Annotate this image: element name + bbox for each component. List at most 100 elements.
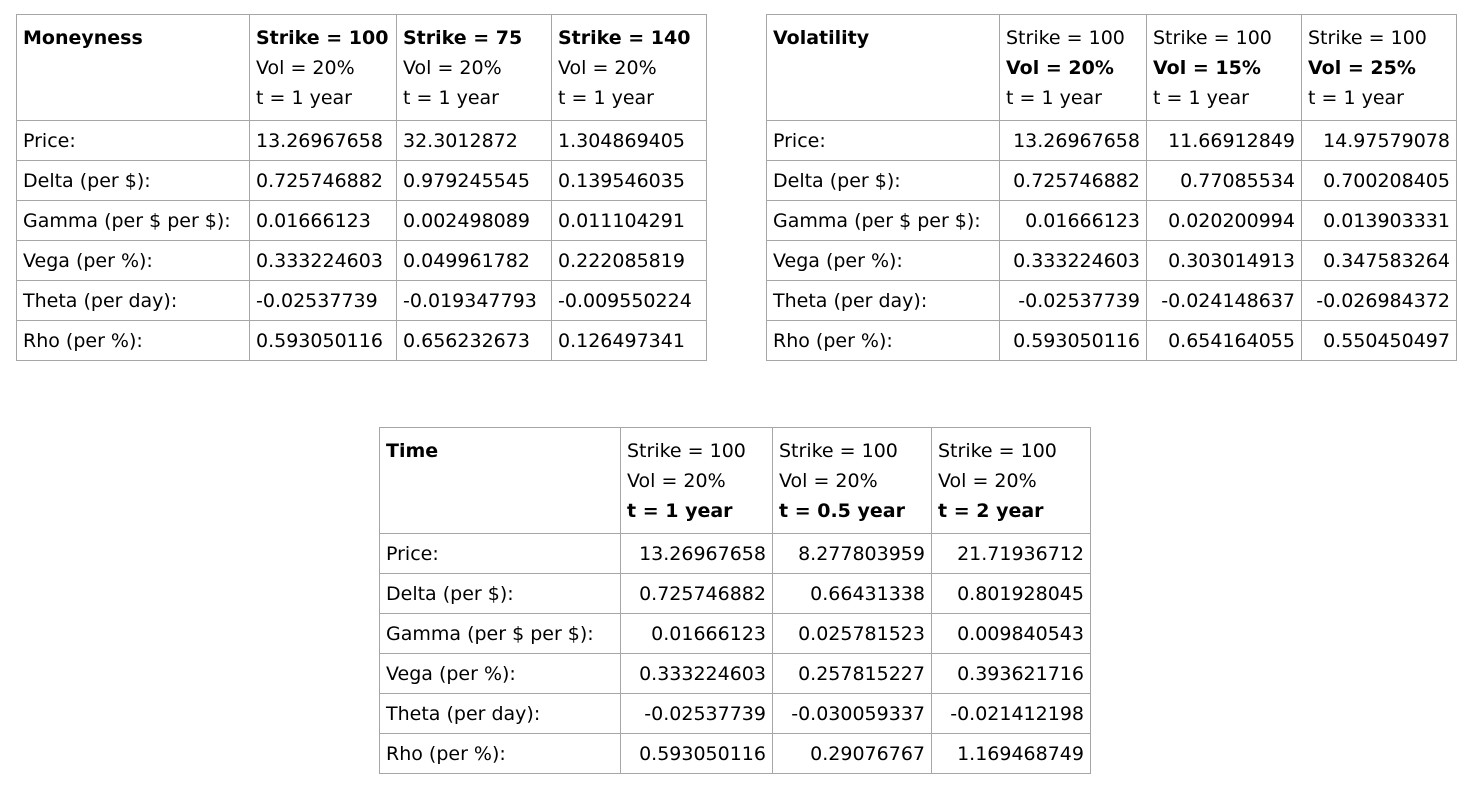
row-label: Rho (per %):	[766, 320, 1000, 361]
cell-value: 0.66431338	[772, 573, 932, 614]
moneyness-col-3: Strike = 140 Vol = 20% t = 1 year	[551, 14, 707, 121]
table-row: Vega (per %): 0.333224603 0.257815227 0.…	[379, 653, 1091, 694]
row-label: Rho (per %):	[379, 733, 621, 774]
cell-value: 1.169468749	[931, 733, 1091, 774]
volatility-col-3: Strike = 100 Vol = 25% t = 1 year	[1301, 14, 1457, 121]
time-header-row: Time Strike = 100 Vol = 20% t = 1 year Str…	[379, 427, 1091, 534]
table-row: Price: 13.26967658 8.277803959 21.719367…	[379, 533, 1091, 574]
cell-value: 32.3012872	[396, 120, 552, 161]
row-label: Price:	[766, 120, 1000, 161]
volatility-col-2: Strike = 100 Vol = 15% t = 1 year	[1146, 14, 1302, 121]
cell-value: 0.700208405	[1301, 160, 1457, 201]
cell-value: 0.257815227	[772, 653, 932, 694]
cell-value: 0.393621716	[931, 653, 1091, 694]
row-label: Gamma (per $ per $):	[766, 200, 1000, 241]
cell-value: 13.26967658	[620, 533, 773, 574]
time-col-1: Strike = 100 Vol = 20% t = 1 year	[620, 427, 773, 534]
row-label: Theta (per day):	[766, 280, 1000, 321]
cell-value: -0.021412198	[931, 693, 1091, 734]
row-label: Rho (per %):	[16, 320, 250, 361]
table-row: Gamma (per $ per $): 0.01666123 0.020200…	[766, 200, 1457, 241]
cell-value: 14.97579078	[1301, 120, 1457, 161]
row-label: Vega (per %):	[766, 240, 1000, 281]
time-table: Time Strike = 100 Vol = 20% t = 1 year Str…	[379, 427, 1091, 774]
moneyness-col-1: Strike = 100 Vol = 20% t = 1 year	[249, 14, 397, 121]
cell-value: 0.29076767	[772, 733, 932, 774]
cell-value: 0.593050116	[999, 320, 1147, 361]
row-label: Delta (per $):	[379, 573, 621, 614]
cell-value: 0.01666123	[620, 613, 773, 654]
table-row: Vega (per %): 0.333224603 0.303014913 0.…	[766, 240, 1457, 281]
table-row: Delta (per $): 0.725746882 0.66431338 0.…	[379, 573, 1091, 614]
cell-value: -0.019347793	[396, 280, 552, 321]
cell-value: 0.593050116	[620, 733, 773, 774]
row-label: Delta (per $):	[766, 160, 1000, 201]
cell-value: -0.030059337	[772, 693, 932, 734]
cell-value: -0.024148637	[1146, 280, 1302, 321]
cell-value: -0.02537739	[620, 693, 773, 734]
table-row: Theta (per day): -0.02537739 -0.01934779…	[16, 280, 707, 321]
cell-value: 0.347583264	[1301, 240, 1457, 281]
cell-value: 0.013903331	[1301, 200, 1457, 241]
time-col-3: Strike = 100 Vol = 20% t = 2 year	[931, 427, 1091, 534]
row-label: Vega (per %):	[379, 653, 621, 694]
cell-value: -0.02537739	[249, 280, 397, 321]
cell-value: 0.009840543	[931, 613, 1091, 654]
cell-value: 13.26967658	[999, 120, 1147, 161]
cell-value: 0.333224603	[620, 653, 773, 694]
cell-value: 8.277803959	[772, 533, 932, 574]
cell-value: 0.550450497	[1301, 320, 1457, 361]
cell-value: 0.303014913	[1146, 240, 1302, 281]
table-row: Price: 13.26967658 32.3012872 1.30486940…	[16, 120, 707, 161]
table-row: Vega (per %): 0.333224603 0.049961782 0.…	[16, 240, 707, 281]
table-row: Rho (per %): 0.593050116 0.654164055 0.5…	[766, 320, 1457, 361]
volatility-header-row: Volatility Strike = 100 Vol = 20% t = 1 ye…	[766, 14, 1457, 121]
time-title: Time	[379, 427, 621, 534]
moneyness-title: Moneyness	[16, 14, 250, 121]
cell-value: 0.139546035	[551, 160, 707, 201]
cell-value: 21.71936712	[931, 533, 1091, 574]
cell-value: 0.222085819	[551, 240, 707, 281]
cell-value: 0.77085534	[1146, 160, 1302, 201]
cell-value: 0.654164055	[1146, 320, 1302, 361]
row-label: Vega (per %):	[16, 240, 250, 281]
table-row: Theta (per day): -0.02537739 -0.03005933…	[379, 693, 1091, 734]
cell-value: 0.01666123	[249, 200, 397, 241]
cell-value: 0.011104291	[551, 200, 707, 241]
cell-value: 0.593050116	[249, 320, 397, 361]
row-label: Theta (per day):	[379, 693, 621, 734]
table-row: Theta (per day): -0.02537739 -0.02414863…	[766, 280, 1457, 321]
table-row: Gamma (per $ per $): 0.01666123 0.002498…	[16, 200, 707, 241]
cell-value: 11.66912849	[1146, 120, 1302, 161]
table-row: Delta (per $): 0.725746882 0.77085534 0.…	[766, 160, 1457, 201]
cell-value: 0.002498089	[396, 200, 552, 241]
table-row: Gamma (per $ per $): 0.01666123 0.025781…	[379, 613, 1091, 654]
volatility-table: Volatility Strike = 100 Vol = 20% t = 1 ye…	[766, 14, 1457, 361]
row-label: Delta (per $):	[16, 160, 250, 201]
cell-value: 0.725746882	[249, 160, 397, 201]
cell-value: 0.126497341	[551, 320, 707, 361]
cell-value: 0.025781523	[772, 613, 932, 654]
table-row: Delta (per $): 0.725746882 0.979245545 0…	[16, 160, 707, 201]
moneyness-table: Moneyness Strike = 100 Vol = 20% t = 1 yea…	[16, 14, 707, 361]
row-label: Gamma (per $ per $):	[16, 200, 250, 241]
row-label: Gamma (per $ per $):	[379, 613, 621, 654]
moneyness-col-2: Strike = 75 Vol = 20% t = 1 year	[396, 14, 552, 121]
table-row: Rho (per %): 0.593050116 0.29076767 1.16…	[379, 733, 1091, 774]
table-row: Price: 13.26967658 11.66912849 14.975790…	[766, 120, 1457, 161]
cell-value: 1.304869405	[551, 120, 707, 161]
cell-value: -0.02537739	[999, 280, 1147, 321]
cell-value: 0.979245545	[396, 160, 552, 201]
cell-value: 13.26967658	[249, 120, 397, 161]
cell-value: 0.020200994	[1146, 200, 1302, 241]
cell-value: 0.656232673	[396, 320, 552, 361]
cell-value: 0.801928045	[931, 573, 1091, 614]
cell-value: 0.01666123	[999, 200, 1147, 241]
cell-value: 0.333224603	[249, 240, 397, 281]
volatility-col-1: Strike = 100 Vol = 20% t = 1 year	[999, 14, 1147, 121]
table-row: Rho (per %): 0.593050116 0.656232673 0.1…	[16, 320, 707, 361]
cell-value: -0.009550224	[551, 280, 707, 321]
row-label: Theta (per day):	[16, 280, 250, 321]
row-label: Price:	[16, 120, 250, 161]
time-col-2: Strike = 100 Vol = 20% t = 0.5 year	[772, 427, 932, 534]
